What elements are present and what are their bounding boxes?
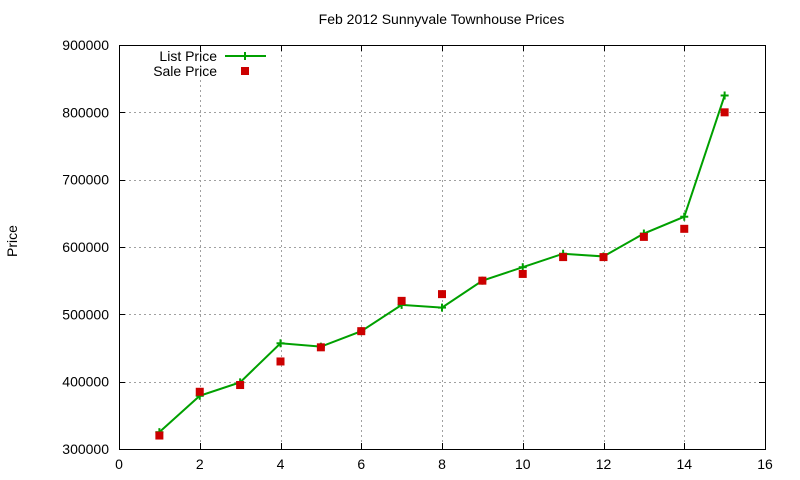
square-marker-icon — [599, 253, 608, 262]
y-tick-label: 400000 — [62, 374, 109, 390]
legend-entry: Sale Price — [153, 63, 249, 79]
square-marker-icon — [397, 296, 406, 305]
x-tick-label: 2 — [196, 456, 204, 472]
y-tick-label: 500000 — [62, 306, 109, 322]
legend-entry: List Price — [159, 48, 266, 64]
square-marker-icon — [438, 290, 446, 299]
square-marker-icon — [316, 343, 325, 352]
y-tick-label: 700000 — [62, 172, 109, 188]
y-axis-ticks: 300000 400000 500000 600000 700000 800000 9000… — [62, 37, 765, 457]
square-marker-icon — [241, 67, 249, 75]
square-marker-icon — [518, 269, 527, 278]
chart-title: Feb 2012 Sunnyvale Townhouse Prices — [318, 11, 565, 27]
x-tick-label: 10 — [515, 456, 531, 472]
x-tick-label: 8 — [438, 456, 446, 472]
legend-label: Sale Price — [153, 63, 217, 79]
x-tick-label: 6 — [357, 456, 365, 472]
x-tick-label: 14 — [676, 456, 692, 472]
x-tick-label: 4 — [277, 456, 285, 472]
grid-lines — [119, 45, 765, 449]
y-tick-label: 900000 — [62, 37, 109, 53]
y-tick-label: 800000 — [62, 104, 109, 120]
square-marker-icon — [680, 224, 689, 233]
square-marker-icon — [357, 327, 366, 336]
y-tick-label: 300000 — [62, 441, 109, 457]
data-series — [155, 91, 729, 440]
x-tick-label: 12 — [596, 456, 612, 472]
series-sale-price — [155, 108, 729, 440]
square-marker-icon — [559, 253, 568, 262]
square-marker-icon — [236, 381, 245, 390]
y-tick-label: 600000 — [62, 239, 109, 255]
x-tick-label: 0 — [115, 456, 123, 472]
square-marker-icon — [155, 431, 164, 440]
x-tick-label: 16 — [757, 456, 773, 472]
square-marker-icon — [478, 276, 487, 285]
square-marker-icon — [195, 387, 204, 396]
square-marker-icon — [720, 108, 729, 117]
square-marker-icon — [276, 357, 285, 366]
legend-label: List Price — [159, 48, 217, 64]
x-axis-ticks: 0 2 4 6 8 10 12 14 16 — [115, 45, 773, 472]
square-marker-icon — [639, 232, 648, 241]
